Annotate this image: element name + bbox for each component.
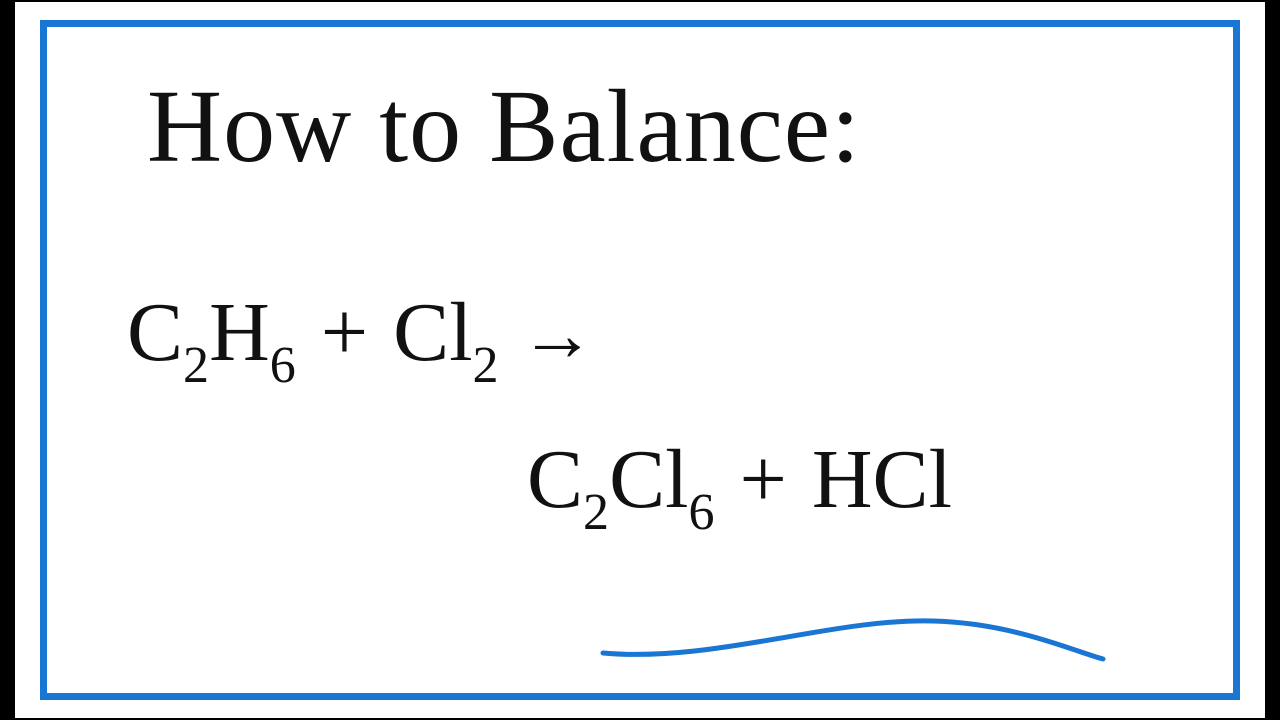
swoosh-path xyxy=(603,621,1103,659)
chemical-equation: C2H6 + Cl2 → C2Cl6 + HCl xyxy=(147,266,1163,550)
reaction-arrow: → xyxy=(520,294,596,377)
plus-1: + xyxy=(321,286,368,379)
product-1: C2Cl6 xyxy=(527,433,715,526)
decorative-swoosh xyxy=(593,603,1113,673)
content-frame: How to Balance: C2H6 + Cl2 → C2Cl6 + HCl xyxy=(40,20,1240,700)
outer-frame: How to Balance: C2H6 + Cl2 → C2Cl6 + HCl xyxy=(15,2,1265,718)
reactant-1: C2H6 xyxy=(127,286,296,379)
plus-2: + xyxy=(740,433,787,526)
reactants-line: C2H6 + Cl2 → xyxy=(127,266,1163,403)
title-text: How to Balance: xyxy=(147,67,1163,186)
reactant-2: Cl2 xyxy=(393,286,498,379)
product-2: HCl xyxy=(812,433,952,526)
products-line: C2Cl6 + HCl xyxy=(527,413,1163,550)
